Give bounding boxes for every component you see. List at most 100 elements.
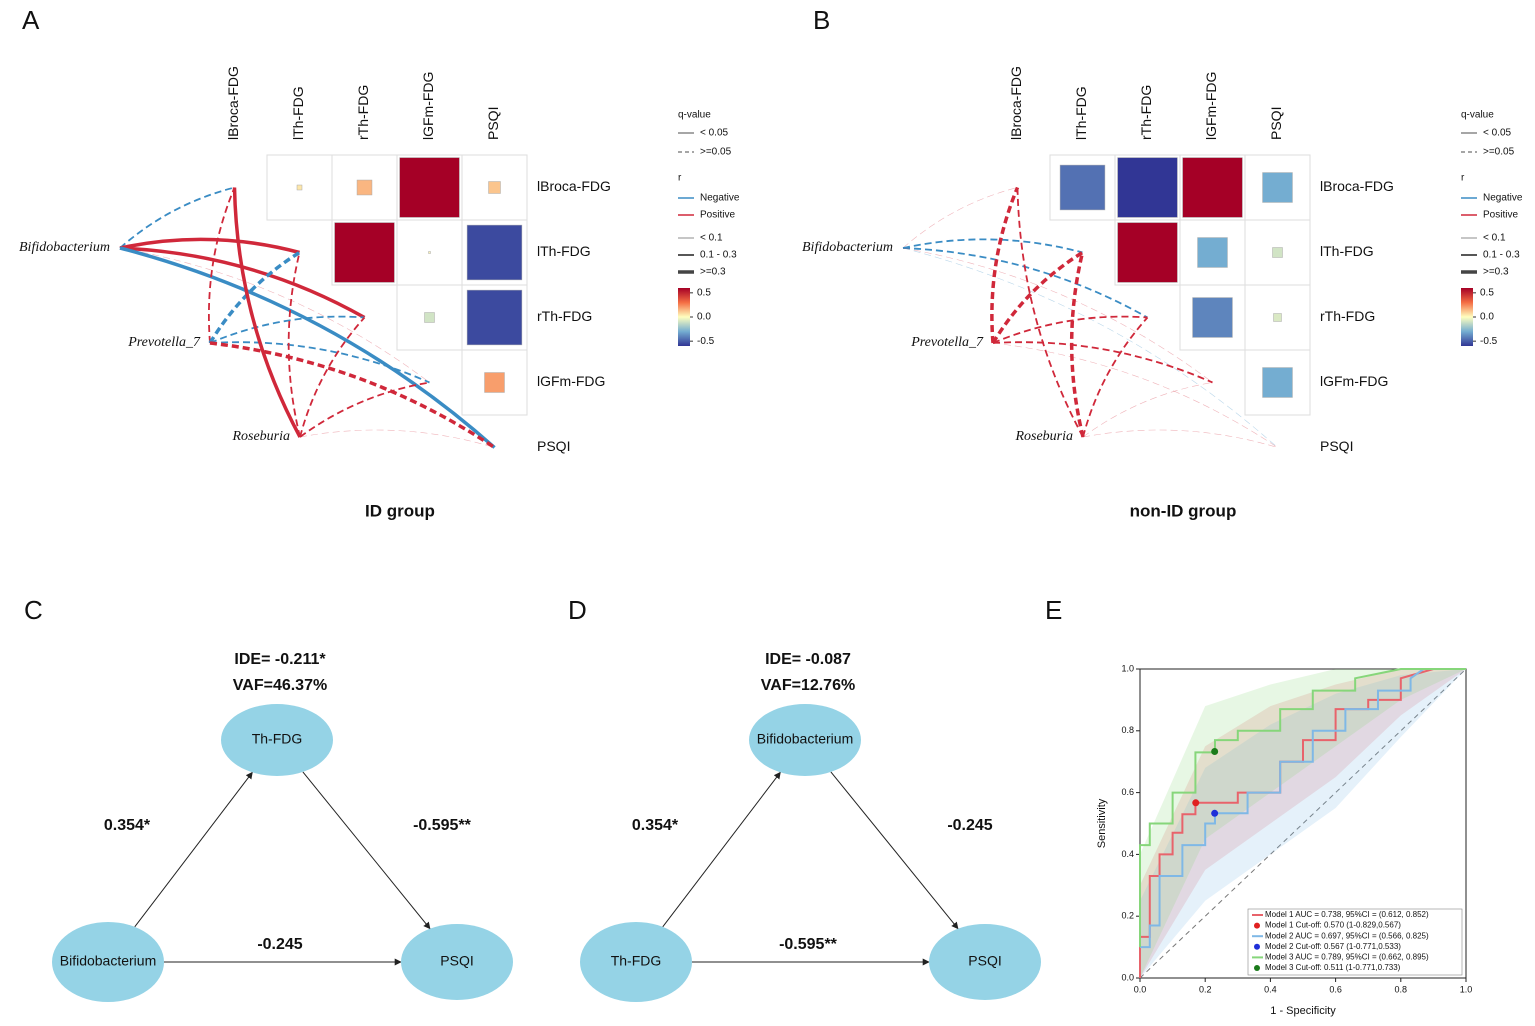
cell-frame [396, 284, 463, 351]
network-edge [1082, 429, 1278, 448]
colorbar-label: 0.0 [697, 312, 711, 323]
cell [356, 179, 373, 196]
network-edge [1082, 316, 1149, 438]
legend-label: Negative [1483, 193, 1523, 204]
colorbar [1461, 288, 1473, 346]
network-edge [209, 341, 496, 449]
y-axis-label: Sensitivity [1096, 798, 1108, 848]
taxon-label: Bifidobacterium [802, 240, 893, 255]
network-edge [208, 251, 301, 344]
network-edge [902, 247, 1278, 448]
mediation-stat: IDE= -0.087 [765, 651, 851, 668]
row-label: rTh-FDG [537, 308, 592, 324]
column-label: rTh-FDG [355, 85, 371, 140]
cell [1192, 297, 1233, 338]
colorbar-label: -0.5 [697, 336, 715, 347]
node-label: Th-FDG [252, 731, 303, 747]
legend-label: Model 1 Cut-off: 0.570 (1-0.829,0.567) [1265, 921, 1401, 930]
mediation-stat: VAF=12.76% [761, 677, 855, 694]
roc-line [1139, 668, 1466, 978]
colorbar-label: -0.5 [1480, 336, 1498, 347]
column-label: lBroca-FDG [1008, 66, 1024, 140]
column-label: lTh-FDG [1073, 86, 1089, 140]
roc-line [1139, 668, 1466, 948]
node-label: Bifidobacterium [757, 731, 854, 747]
cell [334, 222, 395, 283]
legend-label: < 0.05 [700, 128, 729, 139]
legend-label: >=0.05 [1483, 147, 1515, 158]
taxon-label: Roseburia [231, 429, 290, 444]
variable-node [580, 922, 692, 1002]
legend-label: Model 3 AUC = 0.789, 95%CI = (0.662, 0.8… [1265, 953, 1429, 962]
cutoff-point [1211, 748, 1219, 756]
mediation-stat: IDE= -0.211* [234, 651, 326, 668]
column-label: lGFm-FDG [420, 72, 436, 140]
legend-title: q-value [1461, 110, 1494, 121]
cell [399, 157, 460, 218]
taxon-label: Bifidobacterium [19, 240, 110, 255]
legend-dot [1254, 922, 1260, 929]
network-edge [232, 187, 302, 438]
network-edge [299, 381, 430, 438]
cell [296, 184, 303, 191]
mediation-stat: VAF=46.37% [233, 677, 327, 694]
panel-letter: E [1045, 595, 1062, 625]
y-tick-label: 0.2 [1121, 911, 1134, 921]
chart-title: ID group [365, 501, 435, 520]
network-edge [119, 247, 430, 383]
cell [1117, 157, 1178, 218]
node-label: PSQI [968, 953, 1001, 969]
x-tick-label: 0.2 [1199, 984, 1212, 994]
network-edge [992, 315, 1148, 344]
path-coefficient: -0.595** [413, 817, 472, 834]
column-label: lTh-FDG [290, 86, 306, 140]
network-edge [1016, 187, 1084, 438]
network-edge [119, 237, 300, 255]
y-tick-label: 1.0 [1121, 663, 1134, 673]
variable-node [929, 924, 1041, 1000]
node-label: Th-FDG [611, 953, 662, 969]
cell [1197, 237, 1228, 268]
network-edge [902, 247, 1213, 383]
cell [428, 251, 431, 254]
legend-label: >=0.3 [1483, 267, 1509, 278]
cell [1262, 367, 1293, 398]
node-label: PSQI [440, 953, 473, 969]
cell [466, 224, 523, 281]
legend-label: >=0.3 [700, 267, 726, 278]
legend-label: Negative [700, 193, 740, 204]
panel-letter: A [22, 5, 40, 35]
legend-label: Model 3 Cut-off: 0.511 (1-0.771,0.733) [1265, 963, 1401, 972]
taxon-label: Prevotella_7 [127, 335, 201, 350]
chart-title: non-ID group [1130, 501, 1237, 520]
variable-node [749, 704, 861, 776]
x-tick-label: 0.4 [1264, 984, 1277, 994]
cell [488, 181, 501, 194]
y-tick-label: 0.8 [1121, 725, 1134, 735]
legend-label: < 0.1 [700, 233, 723, 244]
column-label: lBroca-FDG [225, 66, 241, 140]
legend-label: Positive [1483, 210, 1518, 221]
y-tick-label: 0.6 [1121, 787, 1134, 797]
legend-label: Positive [700, 210, 735, 221]
x-tick-label: 0.8 [1395, 984, 1408, 994]
ci-band [1140, 669, 1466, 978]
path-arrow [662, 771, 781, 928]
network-edge [209, 315, 365, 344]
row-label: rTh-FDG [1320, 308, 1375, 324]
colorbar [678, 288, 690, 346]
panel-letter: C [24, 595, 43, 625]
network-edge [299, 429, 495, 448]
cell [424, 312, 435, 323]
path-arrow [830, 771, 959, 930]
legend-label: 0.1 - 0.3 [1483, 250, 1520, 261]
colorbar-label: 0.0 [1480, 312, 1494, 323]
row-label: lBroca-FDG [1320, 178, 1394, 194]
cutoff-point [1192, 799, 1200, 807]
network-edge [902, 247, 1148, 319]
panel-letter: B [813, 5, 830, 35]
network-edge [299, 316, 366, 438]
network-edge [209, 341, 430, 384]
legend-title: r [678, 173, 682, 184]
